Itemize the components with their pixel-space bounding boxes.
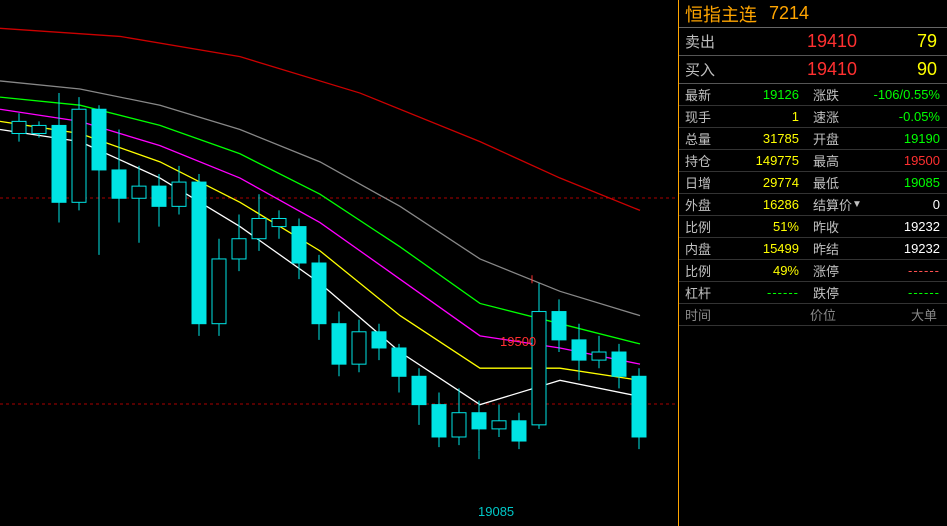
grid-label: 内盘 [679,238,733,260]
quote-sidebar: 恒指主连 7214 卖出 19410 79 买入 19410 90 最新1912… [678,0,947,526]
grid-value: 49% [733,260,807,282]
grid-label: 日增 [679,172,733,194]
grid-label: 速涨 [807,106,865,128]
grid-label: 昨结 [807,238,865,260]
grid-value: -0.05% [865,106,947,128]
grid-label: 比例 [679,260,733,282]
grid-value: 15499 [733,238,807,260]
grid-value: 1 [733,106,807,128]
buy-vol: 90 [877,59,947,80]
grid-value: 19232 [865,238,947,260]
grid-value: 19126 [733,84,807,106]
grid-label: 跌停 [807,282,865,304]
instrument-code: 7214 [769,3,809,24]
buy-price: 19410 [739,59,877,80]
instrument-name: 恒指主连 [685,1,757,27]
candlestick-chart[interactable]: 19500 19085 [0,0,678,526]
grid-value: -106/0.55% [865,84,947,106]
data-grid: 最新19126涨跌-106/0.55%现手1速涨-0.05%总量31785开盘1… [679,84,947,304]
grid-label: 最高 [807,150,865,172]
grid-label: 涨跌 [807,84,865,106]
instrument-title: 恒指主连 7214 [679,0,947,28]
grid-label: 现手 [679,106,733,128]
grid-value: 16286 [733,194,807,216]
grid-value: 29774 [733,172,807,194]
dropdown-icon[interactable]: ▼ [852,199,862,210]
grid-label: 开盘 [807,128,865,150]
grid-label: 总量 [679,128,733,150]
grid-value: 31785 [733,128,807,150]
grid-value: 19232 [865,216,947,238]
grid-value: 19190 [865,128,947,150]
grid-value: 51% [733,216,807,238]
col-time: 时间 [679,305,769,324]
buy-label: 买入 [679,59,739,80]
sell-row: 卖出 19410 79 [679,28,947,56]
grid-label: 持仓 [679,150,733,172]
grid-label: 涨停 [807,260,865,282]
time-list-header: 时间 价位 大单 [679,304,947,326]
grid-label: 最新 [679,84,733,106]
sell-label: 卖出 [679,31,739,52]
grid-value: ------ [865,260,947,282]
grid-value: 19500 [865,150,947,172]
grid-label: 昨收 [807,216,865,238]
grid-label: 比例 [679,216,733,238]
grid-label: 杠杆 [679,282,733,304]
grid-value: ------ [865,282,947,304]
grid-value: 149775 [733,150,807,172]
grid-label: 外盘 [679,194,733,216]
grid-value: ------ [733,282,807,304]
col-bigorder: 大单 [877,305,947,324]
buy-row: 买入 19410 90 [679,56,947,84]
grid-value: 0 [865,194,947,216]
svg-text:19500: 19500 [500,334,536,349]
grid-label: 最低 [807,172,865,194]
sell-vol: 79 [877,31,947,52]
sell-price: 19410 [739,31,877,52]
grid-label: 结算价 ▼ [807,194,865,216]
grid-value: 19085 [865,172,947,194]
col-price: 价位 [769,305,877,324]
svg-text:19085: 19085 [478,504,514,519]
